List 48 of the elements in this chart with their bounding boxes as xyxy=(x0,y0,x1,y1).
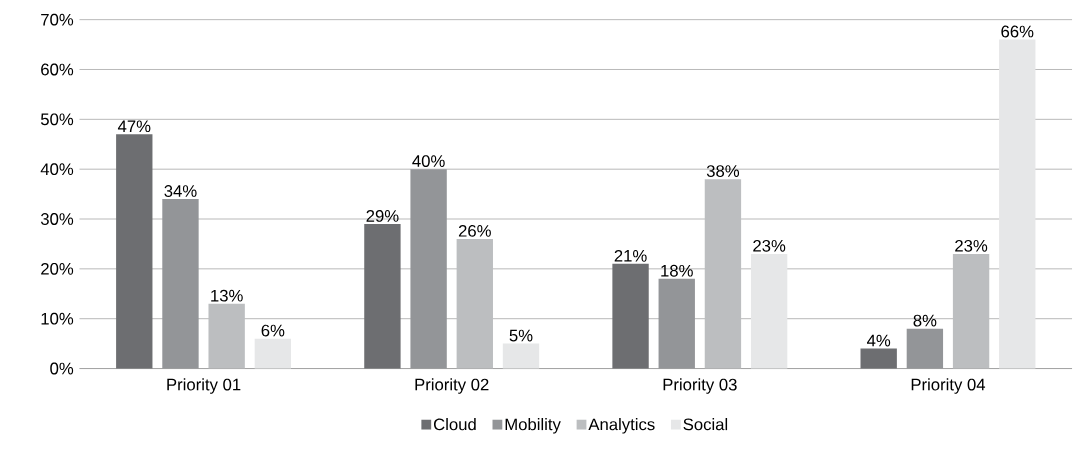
legend-label: Cloud xyxy=(433,418,476,431)
bar xyxy=(208,303,245,369)
bar xyxy=(999,39,1036,369)
x-tick-label: Priority 02 xyxy=(415,378,489,394)
bar xyxy=(860,348,897,369)
bar xyxy=(658,278,695,369)
data-label: 23% xyxy=(955,239,988,252)
bar xyxy=(456,238,493,369)
bar xyxy=(612,263,649,369)
data-label: 26% xyxy=(458,224,491,237)
x-tick-label: Priority 04 xyxy=(911,378,986,394)
bar xyxy=(162,199,199,369)
y-tick-label: 20% xyxy=(41,262,74,275)
y-tick-label: 60% xyxy=(41,63,74,76)
data-label: 23% xyxy=(753,239,786,252)
legend-label: Analytics xyxy=(588,418,655,434)
bar xyxy=(750,253,788,369)
y-tick-label: 10% xyxy=(41,312,74,325)
legend-label: Social xyxy=(683,418,728,431)
bar xyxy=(116,134,153,369)
bar xyxy=(410,169,447,369)
data-label: 4% xyxy=(867,334,891,347)
bar xyxy=(502,343,540,369)
data-label: 13% xyxy=(211,289,243,302)
x-tick-label: Priority 03 xyxy=(663,378,737,394)
data-label: 18% xyxy=(661,264,693,277)
data-label: 40% xyxy=(412,155,445,168)
bar xyxy=(364,224,401,369)
x-tick-label: Priority 01 xyxy=(167,378,241,394)
y-tick-label: 40% xyxy=(40,163,74,176)
data-label: 6% xyxy=(261,324,285,337)
y-tick-label: 50% xyxy=(40,113,74,126)
bar xyxy=(906,328,944,369)
y-tick-label: 0% xyxy=(50,362,74,375)
data-label: 5% xyxy=(509,329,533,342)
data-label: 47% xyxy=(117,120,151,133)
data-label: 38% xyxy=(706,165,740,177)
data-label: 34% xyxy=(164,185,197,197)
data-label: 8% xyxy=(913,314,937,327)
data-label: 21% xyxy=(614,249,647,262)
y-tick-label: 30% xyxy=(40,213,74,225)
bar xyxy=(952,253,990,369)
bar xyxy=(704,179,742,369)
y-tick-label: 70% xyxy=(41,13,74,26)
data-label: 66% xyxy=(1001,25,1034,38)
bar xyxy=(254,338,292,369)
data-label: 29% xyxy=(366,210,399,222)
legend-label: Mobility xyxy=(505,418,561,434)
